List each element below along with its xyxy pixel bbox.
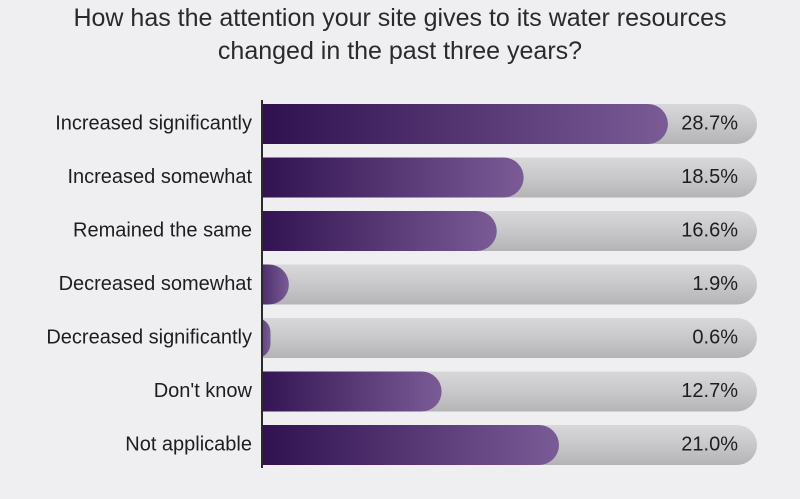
value-label: 28.7% [681,112,738,134]
category-label: Decreased somewhat [59,273,253,295]
bar [262,211,497,251]
bar [262,425,559,465]
value-label: 12.7% [681,380,738,402]
bar [262,264,289,305]
category-label: Don't know [154,380,253,402]
value-label: 1.9% [692,273,738,295]
bar [262,104,668,144]
category-label: Not applicable [125,433,252,455]
category-label: Decreased significantly [46,326,252,348]
chart-title: How has the attention your site gives to… [73,4,727,65]
bar [262,157,524,198]
value-label: 16.6% [681,219,738,241]
plot [262,104,757,465]
category-label: Remained the same [73,219,252,241]
value-label: 21.0% [681,433,738,455]
bar [262,319,271,357]
value-label: 18.5% [681,166,738,188]
track [262,318,757,358]
category-label: Increased significantly [55,112,252,134]
category-label: Increased somewhat [67,166,252,188]
value-label: 0.6% [692,326,738,348]
bar [262,371,442,412]
track [262,264,757,305]
